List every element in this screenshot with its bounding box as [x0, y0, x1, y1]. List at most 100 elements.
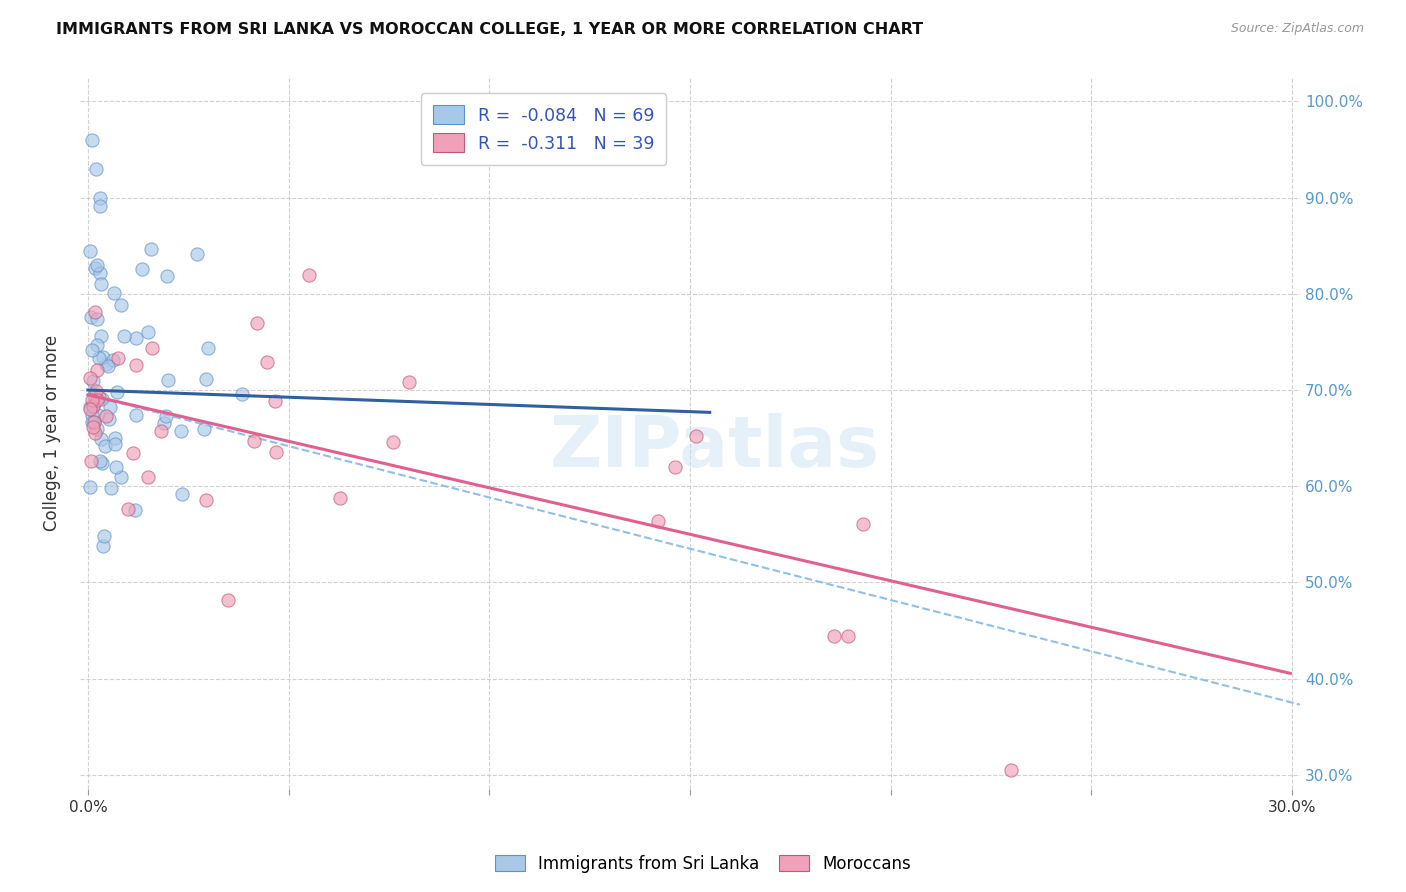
Point — [79, 371, 101, 385]
Point — [110, 470, 132, 484]
Point — [79, 244, 101, 259]
Point — [82, 374, 104, 388]
Point — [84, 384, 107, 399]
Point — [86, 363, 108, 377]
Point — [256, 355, 278, 369]
Point — [84, 389, 107, 403]
Point — [197, 341, 219, 355]
Point — [837, 629, 859, 643]
Point — [89, 266, 111, 280]
Point — [84, 161, 107, 176]
Text: Source: ZipAtlas.com: Source: ZipAtlas.com — [1230, 22, 1364, 36]
Point — [89, 454, 111, 468]
Point — [186, 246, 208, 260]
Point — [83, 415, 105, 429]
Point — [264, 393, 287, 408]
Point — [86, 258, 108, 272]
Point — [194, 372, 217, 386]
Point — [79, 479, 101, 493]
Point — [82, 408, 104, 422]
Point — [264, 445, 287, 459]
Point — [86, 392, 108, 407]
Point — [79, 402, 101, 417]
Legend: Immigrants from Sri Lanka, Moroccans: Immigrants from Sri Lanka, Moroccans — [488, 848, 918, 880]
Point — [83, 260, 105, 275]
Point — [193, 422, 215, 436]
Point — [98, 411, 121, 425]
Point — [246, 316, 269, 330]
Point — [94, 439, 117, 453]
Point — [664, 460, 686, 475]
Point — [382, 434, 405, 449]
Point — [149, 424, 172, 438]
Point — [141, 341, 163, 355]
Point — [87, 391, 110, 405]
Point — [104, 459, 127, 474]
Point — [83, 388, 105, 402]
Point — [89, 191, 111, 205]
Point — [82, 399, 104, 413]
Point — [89, 199, 111, 213]
Point — [153, 416, 176, 430]
Point — [82, 392, 104, 407]
Point — [170, 487, 193, 501]
Y-axis label: College, 1 year or more: College, 1 year or more — [44, 335, 60, 532]
Point — [398, 375, 420, 389]
Point — [80, 343, 103, 358]
Point — [87, 351, 110, 366]
Point — [80, 454, 103, 468]
Point — [136, 325, 159, 339]
Point — [90, 328, 112, 343]
Point — [647, 514, 669, 528]
Point — [86, 312, 108, 326]
Point — [86, 408, 108, 422]
Point — [84, 305, 107, 319]
Text: ZIPatlas: ZIPatlas — [550, 413, 879, 482]
Point — [117, 501, 139, 516]
Point — [93, 540, 115, 554]
Point — [90, 277, 112, 292]
Point — [231, 386, 253, 401]
Point — [90, 432, 112, 446]
Point — [104, 431, 127, 445]
Point — [98, 400, 121, 414]
Point — [100, 482, 122, 496]
Point — [110, 298, 132, 312]
Point — [105, 385, 128, 400]
Point — [83, 415, 105, 429]
Point — [82, 400, 104, 414]
Text: IMMIGRANTS FROM SRI LANKA VS MOROCCAN COLLEGE, 1 YEAR OR MORE CORRELATION CHART: IMMIGRANTS FROM SRI LANKA VS MOROCCAN CO… — [56, 22, 924, 37]
Point — [97, 359, 120, 374]
Point — [156, 373, 179, 387]
Point — [195, 492, 218, 507]
Point — [329, 491, 352, 505]
Point — [141, 243, 163, 257]
Point — [156, 269, 179, 284]
Point — [823, 629, 845, 643]
Point — [94, 409, 117, 424]
Point — [103, 286, 125, 301]
Point — [112, 329, 135, 343]
Point — [125, 331, 148, 345]
Legend: R =  -0.084   N = 69, R =  -0.311   N = 39: R = -0.084 N = 69, R = -0.311 N = 39 — [420, 94, 666, 165]
Point — [217, 593, 239, 607]
Point — [107, 351, 129, 366]
Point — [79, 401, 101, 415]
Point — [685, 429, 707, 443]
Point — [104, 437, 127, 451]
Point — [1000, 763, 1022, 777]
Point — [82, 419, 104, 434]
Point — [852, 516, 875, 531]
Point — [131, 262, 153, 277]
Point — [170, 424, 193, 438]
Point — [243, 434, 266, 448]
Point — [83, 425, 105, 440]
Point — [103, 353, 125, 368]
Point — [86, 338, 108, 352]
Point — [86, 422, 108, 436]
Point — [91, 350, 114, 364]
Point — [93, 529, 115, 543]
Point — [80, 310, 103, 324]
Point — [125, 408, 148, 422]
Point — [136, 469, 159, 483]
